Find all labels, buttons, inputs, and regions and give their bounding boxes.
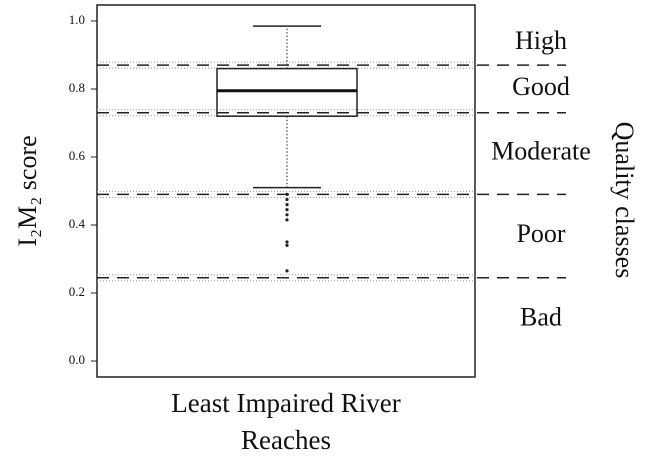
class-label: Good [512, 72, 570, 101]
outlier [285, 213, 289, 217]
outlier [285, 243, 289, 248]
outlier [285, 203, 289, 207]
class-label: High [515, 26, 567, 55]
x-tick-label: Least Impaired River Reaches [171, 388, 401, 455]
class-label: Moderate [491, 137, 591, 166]
y-tick-label: 0.8 [69, 80, 85, 95]
class-label: Bad [520, 302, 562, 331]
y2-axis-label: Quality classes [610, 122, 639, 279]
y-axis-label: I₂M₂ score [13, 135, 42, 246]
outlier [285, 240, 289, 244]
y-tick-label: 1.0 [69, 12, 85, 27]
outlier [285, 269, 289, 273]
outlier [285, 192, 289, 197]
y-tick-label: 0.6 [69, 148, 86, 163]
y-tick-label: 0.0 [69, 352, 85, 367]
outlier [285, 208, 289, 212]
y-tick-label: 0.4 [69, 216, 86, 231]
outlier [285, 218, 289, 222]
outlier [285, 197, 289, 202]
y-tick-label: 0.2 [69, 284, 85, 299]
class-label: Poor [516, 219, 565, 248]
box [216, 67, 358, 117]
